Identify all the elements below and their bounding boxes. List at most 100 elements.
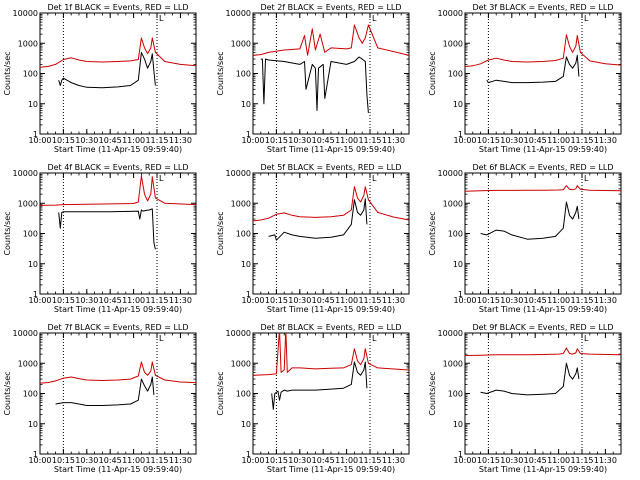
y-tick-label: 10000 [438, 329, 463, 338]
y-axis-label: Counts/sec [3, 51, 12, 95]
y-tick-label: 1000 [231, 359, 251, 368]
chart-title: Det 7f BLACK = Events, RED = LLD [47, 323, 188, 332]
y-axis-label: Counts/sec [428, 211, 437, 255]
series-line-lld [40, 361, 196, 384]
x-tick-label: 10:00 [241, 456, 264, 465]
y-tick-label: 1000 [443, 359, 463, 368]
marker-label: L [159, 14, 164, 23]
series-line-events [58, 51, 156, 89]
y-axis-label: Counts/sec [216, 211, 225, 255]
x-tick-label: 10:15 [52, 456, 75, 465]
y-axis-label: Counts/sec [428, 371, 437, 415]
y-tick-label: 10 [28, 420, 38, 429]
series-line-lld [465, 347, 621, 356]
series-line-events [268, 198, 368, 241]
x-tick-label: 10:00 [28, 136, 51, 145]
x-tick-label: 11:15 [358, 296, 381, 305]
x-tick-label: 11:30 [382, 136, 405, 145]
y-tick-label: 10000 [13, 169, 38, 178]
x-tick-label: 10:00 [453, 296, 476, 305]
x-tick-label: 11:30 [169, 296, 192, 305]
y-tick-label: 100 [23, 230, 38, 239]
series-group [40, 361, 196, 406]
y-tick-label: 10 [28, 260, 38, 269]
y-tick-label: 100 [236, 70, 251, 79]
y-tick-label: 1000 [443, 39, 463, 48]
x-tick-label: 10:30 [288, 136, 311, 145]
x-tick-label: 10:45 [99, 136, 122, 145]
x-tick-label: 10:30 [500, 136, 523, 145]
series-line-lld [253, 24, 409, 56]
series-group [40, 175, 196, 250]
chart-panel-8: Det 8f BLACK = Events, RED = LLD 1 10 100 10… [216, 323, 410, 474]
x-tick-label: 11:00 [122, 296, 145, 305]
y-tick-label: 1 [458, 130, 463, 139]
series-group [253, 186, 409, 241]
x-tick-label: 10:30 [500, 296, 523, 305]
y-tick-label: 1 [33, 290, 38, 299]
y-tick-label: 100 [236, 230, 251, 239]
chart-title: Det 8f BLACK = Events, RED = LLD [260, 323, 401, 332]
x-axis-label: Start Time (11-Apr-15 09:59:40) [479, 465, 607, 474]
y-tick-label: 10 [453, 100, 463, 109]
x-tick-label: 10:15 [265, 456, 288, 465]
series-group [465, 34, 621, 84]
x-tick-label: 11:00 [547, 136, 570, 145]
x-tick-label: 11:00 [335, 296, 358, 305]
x-tick-label: 11:15 [570, 136, 593, 145]
series-group [40, 37, 196, 89]
y-axis-label: Counts/sec [216, 51, 225, 95]
marker-label: L [372, 174, 377, 183]
x-tick-label: 10:30 [500, 456, 523, 465]
chart-title: Det 1f BLACK = Events, RED = LLD [47, 3, 188, 12]
x-tick-label: 10:00 [241, 136, 264, 145]
marker-label: L [159, 174, 164, 183]
chart-panel-9: Det 9f BLACK = Events, RED = LLD 1 10 100 10… [428, 323, 622, 474]
x-axis-label: Start Time (11-Apr-15 09:59:40) [54, 465, 182, 474]
chart-title: Det 2f BLACK = Events, RED = LLD [260, 3, 401, 12]
series-line-lld [253, 333, 409, 376]
x-tick-label: 11:15 [358, 456, 381, 465]
y-tick-label: 100 [23, 70, 38, 79]
y-tick-label: 10 [28, 100, 38, 109]
series-group [465, 185, 621, 240]
chart-panel-6: Det 6f BLACK = Events, RED = LLD 1 10 100 10… [428, 163, 622, 314]
x-tick-label: 10:15 [52, 296, 75, 305]
x-axis-label: Start Time (11-Apr-15 09:59:40) [54, 305, 182, 314]
y-tick-label: 1 [246, 290, 251, 299]
y-tick-label: 10000 [226, 169, 251, 178]
series-line-lld [465, 185, 621, 192]
x-tick-label: 10:15 [477, 136, 500, 145]
x-tick-label: 10:30 [75, 136, 98, 145]
x-tick-label: 10:15 [265, 296, 288, 305]
y-tick-label: 10000 [226, 9, 251, 18]
y-tick-label: 1 [246, 450, 251, 459]
x-tick-label: 10:45 [99, 296, 122, 305]
chart-title: Det 5f BLACK = Events, RED = LLD [260, 163, 401, 172]
y-tick-label: 10 [453, 420, 463, 429]
x-tick-label: 10:45 [524, 136, 547, 145]
x-axis-label: Start Time (11-Apr-15 09:59:40) [479, 145, 607, 154]
x-tick-label: 11:30 [382, 456, 405, 465]
y-tick-label: 1000 [18, 199, 38, 208]
y-tick-label: 100 [448, 230, 463, 239]
x-tick-label: 11:30 [594, 136, 617, 145]
x-axis-label: Start Time (11-Apr-15 09:59:40) [267, 465, 395, 474]
y-tick-label: 1000 [443, 199, 463, 208]
series-line-events [480, 201, 580, 240]
x-tick-label: 10:45 [524, 296, 547, 305]
x-tick-label: 10:15 [265, 136, 288, 145]
y-tick-label: 1000 [231, 39, 251, 48]
y-tick-label: 1 [33, 130, 38, 139]
x-tick-label: 10:45 [312, 136, 335, 145]
series-group [465, 347, 621, 396]
marker-label: L [159, 334, 164, 343]
x-tick-label: 11:00 [122, 456, 145, 465]
x-tick-label: 11:30 [594, 296, 617, 305]
x-tick-label: 10:00 [28, 296, 51, 305]
x-tick-label: 11:00 [547, 456, 570, 465]
x-tick-label: 11:15 [570, 296, 593, 305]
y-axis-label: Counts/sec [3, 211, 12, 255]
marker-label: L [584, 334, 589, 343]
